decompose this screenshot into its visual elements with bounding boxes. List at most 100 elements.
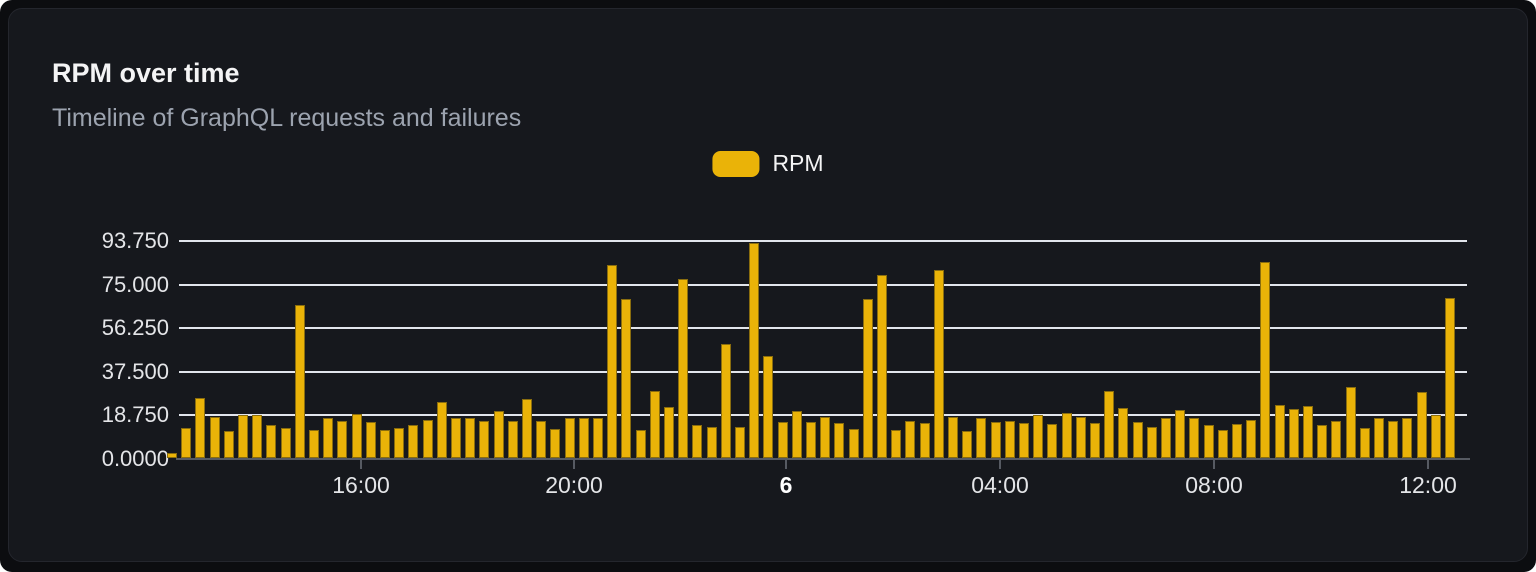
bar[interactable]	[1161, 418, 1171, 458]
bar[interactable]	[962, 431, 973, 458]
bar[interactable]	[578, 418, 589, 458]
bar[interactable]	[1232, 424, 1242, 458]
bar[interactable]	[536, 421, 547, 458]
bar[interactable]	[1004, 421, 1015, 458]
bar[interactable]	[1146, 427, 1157, 458]
bar[interactable]	[621, 299, 632, 458]
bar[interactable]	[635, 430, 646, 458]
bar[interactable]	[919, 423, 930, 458]
bar[interactable]	[664, 407, 674, 458]
bar[interactable]	[1047, 424, 1058, 458]
bar[interactable]	[749, 243, 760, 458]
bar[interactable]	[862, 299, 873, 458]
bar[interactable]	[649, 391, 660, 458]
bar[interactable]	[848, 429, 859, 458]
bar[interactable]	[564, 418, 575, 458]
bar[interactable]	[1246, 420, 1257, 458]
bar[interactable]	[791, 411, 802, 458]
bar[interactable]	[1317, 425, 1328, 458]
bar[interactable]	[1274, 405, 1285, 458]
bar[interactable]	[1345, 387, 1356, 458]
bar[interactable]	[948, 417, 958, 458]
bar[interactable]	[834, 423, 845, 458]
bar[interactable]	[294, 305, 305, 458]
bar[interactable]	[593, 418, 603, 458]
gridline	[179, 240, 1467, 242]
bar[interactable]	[1260, 262, 1271, 458]
bar[interactable]	[522, 399, 532, 458]
bar[interactable]	[451, 418, 461, 458]
bar[interactable]	[181, 428, 192, 458]
bar[interactable]	[1075, 417, 1086, 458]
bar[interactable]	[763, 356, 774, 458]
bar[interactable]	[365, 422, 376, 458]
bar[interactable]	[394, 428, 405, 458]
y-tick-label: 37.500	[101, 358, 169, 384]
bar[interactable]	[238, 415, 248, 458]
bar[interactable]	[493, 411, 504, 458]
bar[interactable]	[1430, 415, 1441, 458]
bar[interactable]	[309, 430, 319, 458]
bar[interactable]	[891, 430, 902, 458]
chart-legend[interactable]: RPM	[712, 150, 824, 177]
bar[interactable]	[1104, 391, 1115, 458]
bar[interactable]	[1416, 392, 1427, 458]
bar[interactable]	[266, 425, 277, 458]
bar[interactable]	[465, 418, 476, 458]
bar[interactable]	[1374, 418, 1384, 458]
bar[interactable]	[1019, 423, 1029, 458]
bar[interactable]	[806, 422, 816, 458]
bar[interactable]	[280, 428, 291, 458]
bar[interactable]	[976, 418, 987, 458]
bar[interactable]	[1303, 406, 1313, 458]
bar[interactable]	[692, 425, 703, 458]
bar[interactable]	[720, 344, 731, 458]
legend-swatch-rpm[interactable]	[712, 150, 760, 177]
bar[interactable]	[436, 402, 447, 458]
bar[interactable]	[223, 431, 234, 458]
bar[interactable]	[507, 421, 518, 458]
bar[interactable]	[1033, 415, 1044, 458]
x-axis-labels: 16:00 20:00 6 04:00 08:00 12:00	[179, 472, 1467, 502]
bar[interactable]	[550, 429, 561, 458]
bar[interactable]	[252, 415, 263, 458]
bar[interactable]	[209, 417, 220, 458]
bar[interactable]	[877, 275, 887, 458]
bar[interactable]	[990, 422, 1001, 458]
bar[interactable]	[1175, 410, 1186, 458]
bar[interactable]	[1217, 430, 1228, 458]
bar[interactable]	[933, 270, 944, 458]
bar[interactable]	[706, 427, 717, 458]
bar[interactable]	[337, 421, 348, 458]
rpm-bar-chart: 93.750 75.000 56.250 37.500 18.750 0.0000 16:…	[9, 9, 1527, 561]
bar[interactable]	[408, 425, 419, 458]
bar[interactable]	[167, 453, 177, 458]
bar[interactable]	[678, 279, 689, 458]
bar[interactable]	[422, 420, 433, 458]
bar[interactable]	[1288, 409, 1299, 458]
bar[interactable]	[820, 417, 831, 458]
bar[interactable]	[351, 414, 362, 458]
bar[interactable]	[1388, 421, 1399, 458]
bar[interactable]	[1331, 421, 1342, 458]
bar[interactable]	[1445, 298, 1455, 458]
bar[interactable]	[380, 430, 390, 458]
bar[interactable]	[479, 421, 490, 458]
bar[interactable]	[195, 398, 206, 458]
bar[interactable]	[1402, 418, 1413, 458]
bar[interactable]	[777, 422, 788, 458]
bar[interactable]	[1090, 423, 1100, 458]
bar[interactable]	[1203, 425, 1214, 458]
x-tick-label: 20:00	[545, 472, 603, 498]
bar[interactable]	[1359, 428, 1370, 458]
x-axis-tick	[1213, 460, 1215, 469]
bar[interactable]	[323, 418, 334, 458]
bar[interactable]	[905, 421, 916, 458]
x-axis-tick	[785, 460, 787, 469]
bar[interactable]	[1132, 422, 1143, 458]
bar[interactable]	[735, 427, 745, 458]
bar[interactable]	[1118, 408, 1129, 458]
bar[interactable]	[1061, 413, 1072, 458]
bar[interactable]	[1189, 418, 1200, 458]
bar[interactable]	[607, 265, 618, 458]
